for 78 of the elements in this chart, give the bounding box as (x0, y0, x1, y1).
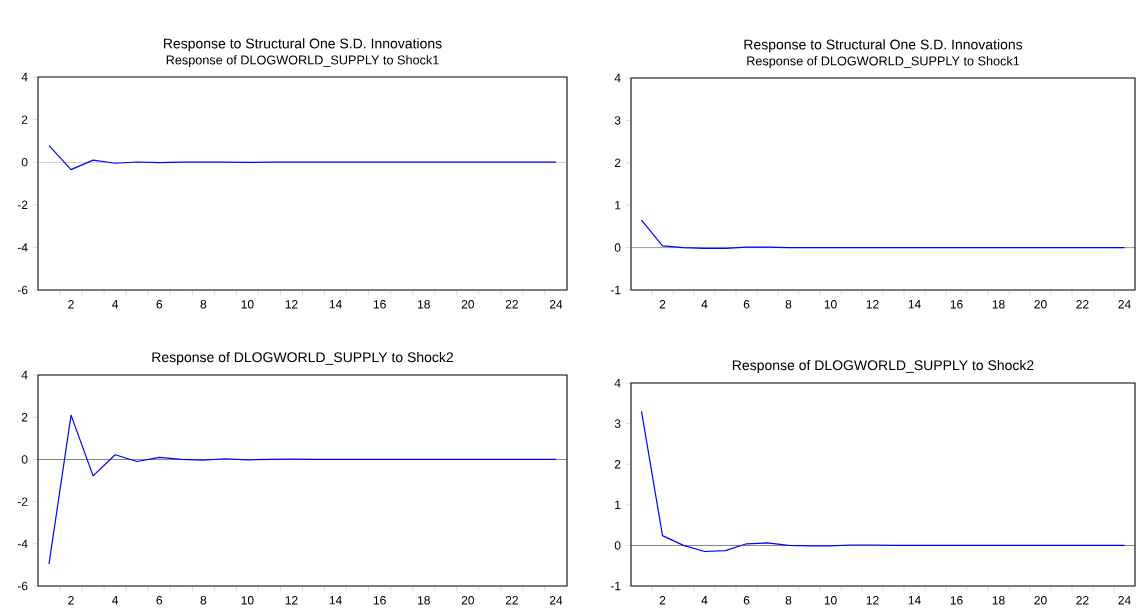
x-tick-label: 2 (659, 596, 666, 605)
x-tick-label: 16 (950, 300, 963, 309)
x-tick-label: 14 (908, 596, 921, 605)
x-tick-label: 10 (241, 300, 254, 309)
y-tick-label: 0 (614, 541, 621, 550)
y-tick-label: 2 (614, 158, 621, 167)
x-tick-label: 4 (112, 596, 119, 605)
x-tick-label: 24 (1118, 300, 1131, 309)
y-tick-label: -1 (610, 581, 621, 591)
y-tick-label: -2 (17, 497, 28, 506)
y-tick-label: 2 (21, 413, 28, 422)
x-tick-label: 24 (549, 596, 563, 605)
x-tick-label: 12 (866, 596, 879, 605)
x-tick-label: 2 (68, 596, 74, 605)
chart-subtitle: Response of DLOGWORLD_SUPPLY to Shock1 (166, 55, 439, 67)
x-tick-label: 16 (373, 596, 386, 605)
x-tick-label: 4 (112, 300, 119, 309)
x-tick-label: 18 (417, 596, 430, 605)
y-tick-label: -4 (17, 243, 28, 252)
y-tick-label: 0 (21, 157, 28, 167)
y-tick-label: 3 (614, 116, 621, 125)
x-tick-label: 10 (824, 300, 837, 309)
x-tick-label: 22 (1076, 596, 1089, 605)
x-tick-label: 24 (1118, 596, 1131, 605)
x-tick-label: 16 (950, 596, 963, 605)
x-tick-label: 14 (329, 596, 342, 605)
y-tick-label: 4 (21, 370, 28, 380)
chart-title: Response to Structural One S.D. Innovations (163, 38, 442, 52)
x-tick-label: 10 (824, 596, 837, 605)
x-tick-label: 16 (373, 300, 386, 309)
y-tick-label: 2 (614, 460, 621, 469)
x-tick-label: 6 (743, 300, 750, 309)
x-tick-label: 22 (505, 596, 518, 605)
y-tick-label: -6 (17, 581, 28, 591)
chart-subtitle: Response of DLOGWORLD_SUPPLY to Shock1 (747, 56, 1020, 68)
x-tick-label: 18 (992, 596, 1005, 605)
y-tick-label: 1 (615, 201, 621, 210)
x-tick-label: 14 (908, 300, 921, 309)
x-tick-label: 18 (417, 300, 430, 309)
x-tick-label: 20 (1034, 596, 1047, 605)
y-tick-label: -1 (610, 285, 621, 295)
chart-title: Response of DLOGWORLD_SUPPLY to Shock2 (732, 359, 1034, 373)
y-tick-label: 4 (614, 73, 621, 83)
x-tick-label: 12 (285, 596, 298, 605)
y-tick-label: 4 (614, 378, 621, 388)
y-tick-label: -6 (17, 285, 28, 295)
y-tick-label: -4 (17, 539, 28, 548)
x-tick-label: 14 (329, 300, 342, 309)
x-tick-label: 18 (992, 300, 1005, 309)
x-tick-label: 6 (156, 300, 163, 309)
x-tick-label: 4 (701, 596, 708, 605)
chart-title: Response to Structural One S.D. Innovations (744, 39, 1023, 53)
y-tick-label: 2 (21, 115, 28, 124)
y-tick-label: 4 (21, 72, 28, 82)
y-tick-label: 0 (614, 243, 621, 252)
x-tick-label: 22 (505, 300, 518, 309)
x-tick-label: 20 (1034, 300, 1047, 309)
x-tick-label: 20 (461, 300, 475, 309)
x-tick-label: 12 (285, 300, 298, 309)
x-tick-label: 8 (785, 300, 792, 309)
y-tick-label: 1 (615, 500, 621, 509)
x-tick-label: 22 (1076, 300, 1089, 309)
x-tick-label: 12 (866, 300, 879, 309)
y-tick-label: -2 (17, 200, 28, 209)
x-tick-label: 8 (200, 300, 207, 309)
x-tick-label: 4 (701, 300, 708, 309)
x-tick-label: 2 (659, 300, 666, 309)
y-tick-label: 0 (21, 455, 28, 464)
x-tick-label: 20 (461, 596, 475, 605)
x-tick-label: 24 (549, 300, 563, 309)
x-tick-label: 6 (156, 596, 163, 605)
chart-title: Response of DLOGWORLD_SUPPLY to Shock2 (152, 351, 453, 365)
x-tick-label: 10 (241, 596, 254, 605)
y-tick-label: 3 (614, 419, 621, 428)
x-tick-label: 8 (200, 596, 207, 605)
x-tick-label: 2 (68, 300, 74, 309)
x-tick-label: 8 (785, 596, 792, 605)
x-tick-label: 6 (743, 596, 750, 605)
